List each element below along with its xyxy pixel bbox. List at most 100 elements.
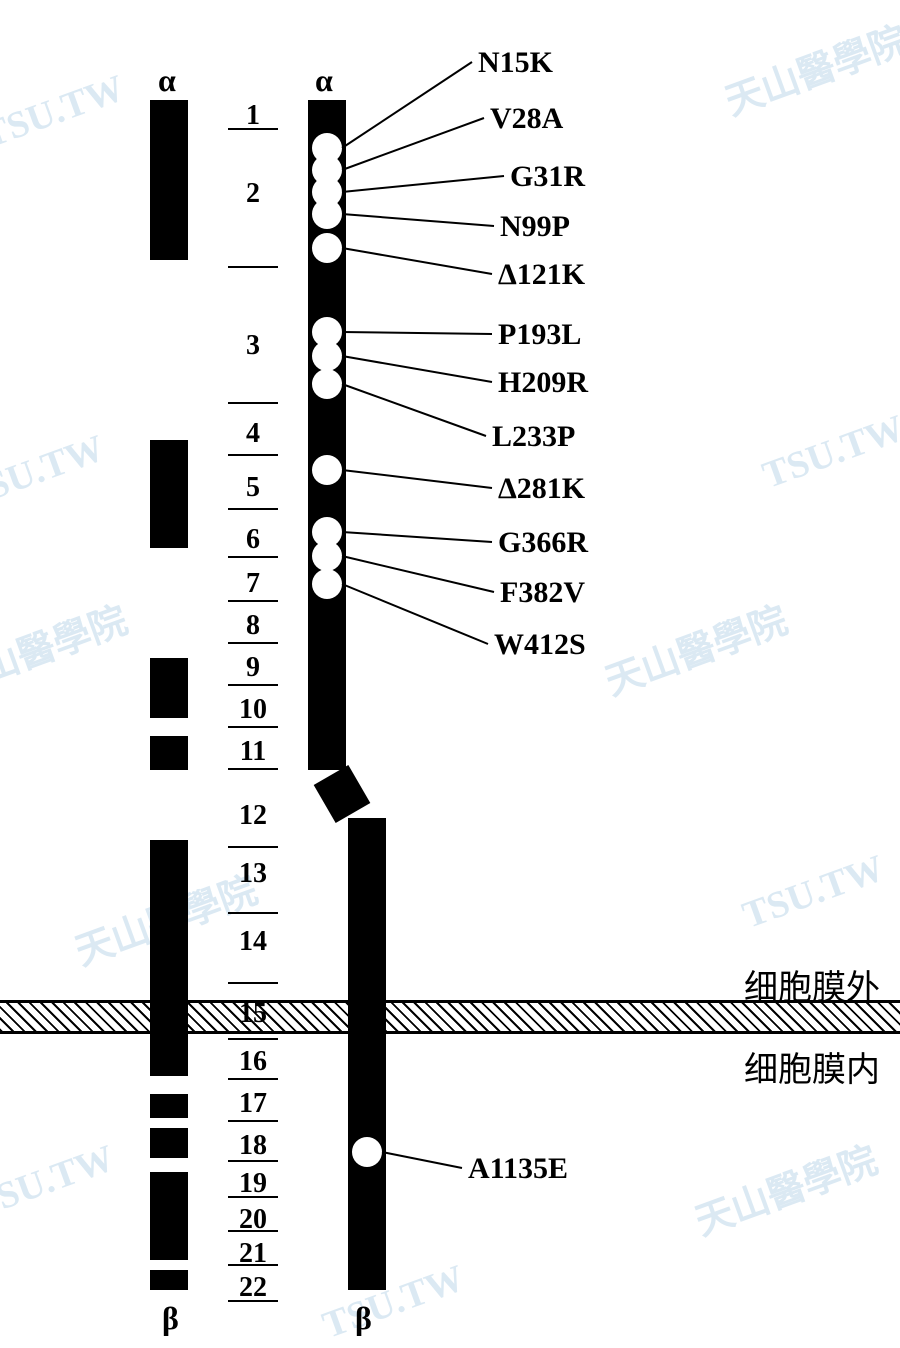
chain-band <box>150 548 188 658</box>
exon-number: 3 <box>228 330 278 362</box>
chain-band <box>150 1158 188 1172</box>
exon-separator <box>228 266 278 268</box>
membrane-label-intracellular: 细胞膜内 <box>744 1042 880 1091</box>
membrane-border-bottom <box>0 1031 900 1034</box>
right-alpha-label: α <box>315 62 333 99</box>
mutation-label: V28A <box>490 102 563 136</box>
mutation-label: L233P <box>492 420 575 454</box>
watermark-text: 天山醫學院 <box>0 589 134 706</box>
mutation-label: N15K <box>478 46 553 80</box>
mutation-label: H209R <box>498 366 588 400</box>
exon-separator <box>228 600 278 602</box>
mutation-label: P193L <box>498 318 581 352</box>
alpha-beta-connector <box>314 765 371 823</box>
exon-number: 11 <box>228 736 278 768</box>
mutation-dot <box>312 233 342 263</box>
left-chain-beta <box>150 840 188 1290</box>
mutation-label: Δ121K <box>498 258 585 292</box>
mutation-label: G31R <box>510 160 585 194</box>
watermark-text: TSU.TW <box>737 846 890 938</box>
watermark-text: 天山醫學院 <box>686 1129 883 1246</box>
left-beta-label: β <box>162 1300 179 1337</box>
exon-separator <box>228 684 278 686</box>
mutation-dot <box>312 455 342 485</box>
exon-number: 5 <box>228 472 278 504</box>
mutation-leader-line <box>0 0 900 1343</box>
exon-number: 18 <box>228 1130 278 1162</box>
exon-number: 10 <box>228 694 278 726</box>
exon-number: 8 <box>228 610 278 642</box>
exon-separator <box>228 1038 278 1040</box>
mutation-leader-line <box>0 0 900 1343</box>
chain-band <box>150 1076 188 1094</box>
mutation-label: A1135E <box>468 1152 568 1186</box>
exon-number: 15 <box>228 998 278 1030</box>
mutation-label: F382V <box>500 576 585 610</box>
mutation-leader-line <box>0 0 900 1343</box>
exon-separator <box>228 726 278 728</box>
exon-number: 4 <box>228 418 278 450</box>
watermark-text: TSU.TW <box>0 66 130 158</box>
exon-separator <box>228 1230 278 1232</box>
mutation-leader-line <box>0 0 900 1343</box>
membrane-label-extracellular: 细胞膜外 <box>744 960 880 1009</box>
mutation-leader-line <box>0 0 900 1343</box>
mutation-label: G366R <box>498 526 588 560</box>
mutation-dot <box>312 541 342 571</box>
mutation-leader-line <box>0 0 900 1343</box>
exon-number: 14 <box>228 926 278 958</box>
exon-separator <box>228 1196 278 1198</box>
exon-separator <box>228 556 278 558</box>
chain-band <box>150 1260 188 1270</box>
exon-number: 9 <box>228 652 278 684</box>
watermark-text: TSU.TW <box>317 1256 470 1348</box>
exon-number: 13 <box>228 858 278 890</box>
mutation-leader-line <box>0 0 900 1343</box>
watermark-text: 天山醫學院 <box>596 589 793 706</box>
mutation-leader-line <box>0 0 900 1343</box>
mutation-dot <box>312 341 342 371</box>
exon-separator <box>228 1078 278 1080</box>
receptor-diagram: TSU.TW天山醫學院TSU.TW天山醫學院TSU.TW天山醫學院天山醫學院TS… <box>0 0 900 1343</box>
right-chain-beta <box>348 818 386 1290</box>
exon-number: 6 <box>228 524 278 556</box>
mutation-dot <box>312 569 342 599</box>
exon-number: 7 <box>228 568 278 600</box>
exon-number: 12 <box>228 800 278 832</box>
exon-number: 17 <box>228 1088 278 1120</box>
chain-band <box>150 718 188 736</box>
exon-separator <box>228 1160 278 1162</box>
mutation-label: N99P <box>500 210 570 244</box>
exon-number: 2 <box>228 178 278 210</box>
exon-separator <box>228 402 278 404</box>
mutation-leader-line <box>0 0 900 1343</box>
mutation-dot <box>352 1137 382 1167</box>
mutation-leader-line <box>0 0 900 1343</box>
exon-separator <box>228 128 278 130</box>
chain-band <box>150 260 188 440</box>
exon-separator <box>228 508 278 510</box>
mutation-leader-line <box>0 0 900 1343</box>
watermark-text: 天山醫學院 <box>716 9 900 126</box>
mutation-leader-line <box>0 0 900 1343</box>
exon-separator <box>228 846 278 848</box>
left-alpha-label: α <box>158 62 176 99</box>
exon-separator <box>228 768 278 770</box>
right-beta-label: β <box>355 1300 372 1337</box>
mutation-label: W412S <box>494 628 586 662</box>
exon-separator <box>228 1300 278 1302</box>
exon-separator <box>228 1264 278 1266</box>
exon-separator <box>228 454 278 456</box>
exon-separator <box>228 642 278 644</box>
mutation-leader-line <box>0 0 900 1343</box>
mutation-dot <box>312 369 342 399</box>
watermark-text: TSU.TW <box>0 1136 120 1228</box>
exon-separator <box>228 982 278 984</box>
exon-separator <box>228 912 278 914</box>
exon-number: 16 <box>228 1046 278 1078</box>
exon-separator <box>228 1120 278 1122</box>
watermark-text: TSU.TW <box>757 406 900 498</box>
watermark-text: TSU.TW <box>0 426 110 518</box>
mutation-label: Δ281K <box>498 472 585 506</box>
chain-band <box>150 1118 188 1128</box>
